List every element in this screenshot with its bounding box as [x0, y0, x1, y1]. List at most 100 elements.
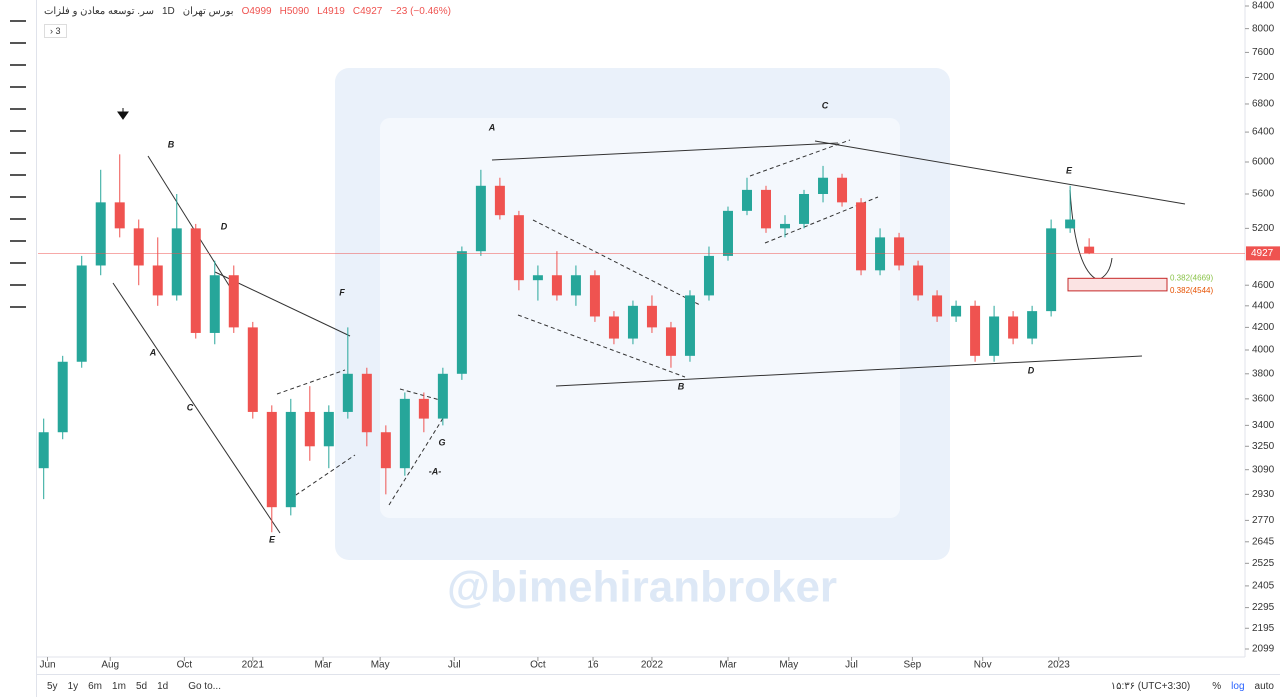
- candle-body: [627, 305, 638, 339]
- candle-body: [247, 327, 258, 412]
- clock: ۱۵:۳۶ (UTC+3:30): [1110, 681, 1191, 692]
- x-tick-label: 2022: [641, 660, 664, 671]
- wave-label: D: [1028, 365, 1035, 375]
- x-tick-label: May: [779, 660, 798, 671]
- wave-label: C: [822, 100, 829, 110]
- wave-label: G: [438, 437, 445, 447]
- candle-body: [323, 411, 334, 447]
- candle-body: [761, 189, 772, 229]
- y-tick-label: 2525: [1252, 558, 1275, 569]
- x-tick-label: Oct: [177, 660, 193, 671]
- candle-body: [799, 194, 810, 224]
- legend-header: سر. توسعه معادن و فلزات 1D بورس تهران O4…: [44, 6, 451, 17]
- wave-label: F: [339, 287, 345, 297]
- watermark-text: @bimehiranbroker: [447, 563, 837, 612]
- ohlc-open: O4999: [241, 6, 272, 17]
- x-tick-label: 2021: [242, 660, 265, 671]
- log-toggle[interactable]: log: [1231, 681, 1245, 692]
- range[interactable]: 5y: [47, 681, 58, 692]
- wave-label: B: [678, 381, 685, 391]
- y-tick-label: 3090: [1252, 464, 1275, 475]
- candle-body: [703, 255, 714, 296]
- y-tick-label: 2099: [1252, 644, 1275, 655]
- last-price-box: [1246, 246, 1280, 261]
- candle-body: [1027, 311, 1038, 339]
- candle-body: [342, 373, 353, 412]
- y-tick-label: 5200: [1252, 223, 1275, 234]
- candle-body: [722, 210, 733, 256]
- candle-body: [875, 237, 886, 271]
- candle-body: [551, 275, 562, 296]
- candle-body: [894, 237, 905, 266]
- candle-body: [57, 361, 68, 433]
- ohlc-high: H5090: [279, 6, 310, 17]
- x-tick-label: 2023: [1048, 660, 1071, 671]
- range[interactable]: 1m: [112, 681, 126, 692]
- candle-body: [114, 202, 125, 229]
- y-tick-label: 2930: [1252, 489, 1275, 500]
- wave-label: -A-: [429, 466, 442, 476]
- y-tick-label: 7200: [1252, 72, 1275, 83]
- y-tick-label: 2195: [1252, 623, 1275, 634]
- exchange: بورس تهران: [182, 6, 234, 17]
- ohlc-close: C4927: [352, 6, 383, 17]
- left-toolbar[interactable]: [0, 0, 37, 697]
- candle-body: [133, 228, 144, 266]
- candle-body: [399, 398, 410, 469]
- y-tick-label: 4600: [1252, 280, 1275, 291]
- y-tick-label: 5600: [1252, 189, 1275, 200]
- candle-body: [741, 189, 752, 211]
- x-tick-label: Jun: [39, 660, 55, 671]
- wave-label: B: [168, 139, 175, 149]
- y-tick-label: 3600: [1252, 394, 1275, 405]
- auto-toggle[interactable]: auto: [1254, 681, 1274, 692]
- y-tick-label: 6000: [1252, 157, 1275, 168]
- wave-label: D: [221, 221, 228, 231]
- candle-body: [380, 432, 391, 469]
- candle-body: [970, 305, 981, 356]
- candle-body: [209, 275, 220, 333]
- candle-body: [989, 316, 1000, 356]
- candle-body: [1008, 316, 1019, 339]
- wave-label: E: [269, 534, 276, 544]
- range[interactable]: 5d: [135, 681, 148, 692]
- candle-body: [95, 202, 106, 266]
- y-tick-label: 8400: [1252, 1, 1275, 12]
- range[interactable]: 1y: [67, 681, 79, 692]
- x-tick-label: Nov: [974, 660, 992, 671]
- percent-toggle[interactable]: %: [1212, 681, 1222, 692]
- candle-body: [837, 177, 848, 203]
- candle-body: [475, 185, 486, 252]
- y-tick-label: 8000: [1252, 23, 1275, 34]
- wave-label: C: [187, 402, 194, 412]
- wave-label: A: [149, 347, 157, 357]
- candle-body: [361, 373, 372, 433]
- y-tick-label: 2405: [1252, 581, 1275, 592]
- goto[interactable]: Go to...: [188, 681, 221, 692]
- indicators-toggle[interactable]: › 3: [44, 24, 67, 38]
- candle-body: [608, 316, 619, 339]
- arrow-marker: [117, 108, 129, 120]
- last-price-label: 4927: [1251, 248, 1274, 259]
- y-tick-label: 2295: [1252, 602, 1275, 613]
- indicator-count: 3: [55, 26, 61, 36]
- candle-body: [589, 275, 600, 317]
- interval[interactable]: 1D: [161, 6, 175, 17]
- ohlc-low: L4919: [317, 6, 345, 17]
- x-tick-label: Mar: [719, 660, 737, 671]
- wave-label: E: [1066, 165, 1073, 175]
- wave-label: A: [488, 122, 496, 132]
- candle-body: [646, 305, 657, 328]
- candle-body: [190, 228, 201, 333]
- candle-body: [951, 305, 962, 317]
- x-tick-label: Jul: [845, 660, 858, 671]
- y-tick-label: 4400: [1252, 300, 1275, 311]
- y-tick-label: 7600: [1252, 47, 1275, 58]
- candle-body: [780, 223, 791, 229]
- candle-body: [818, 177, 829, 195]
- range[interactable]: 1d: [157, 681, 169, 692]
- range[interactable]: 6m: [88, 681, 103, 692]
- candle-body: [665, 327, 676, 356]
- y-tick-label: 4000: [1252, 345, 1275, 356]
